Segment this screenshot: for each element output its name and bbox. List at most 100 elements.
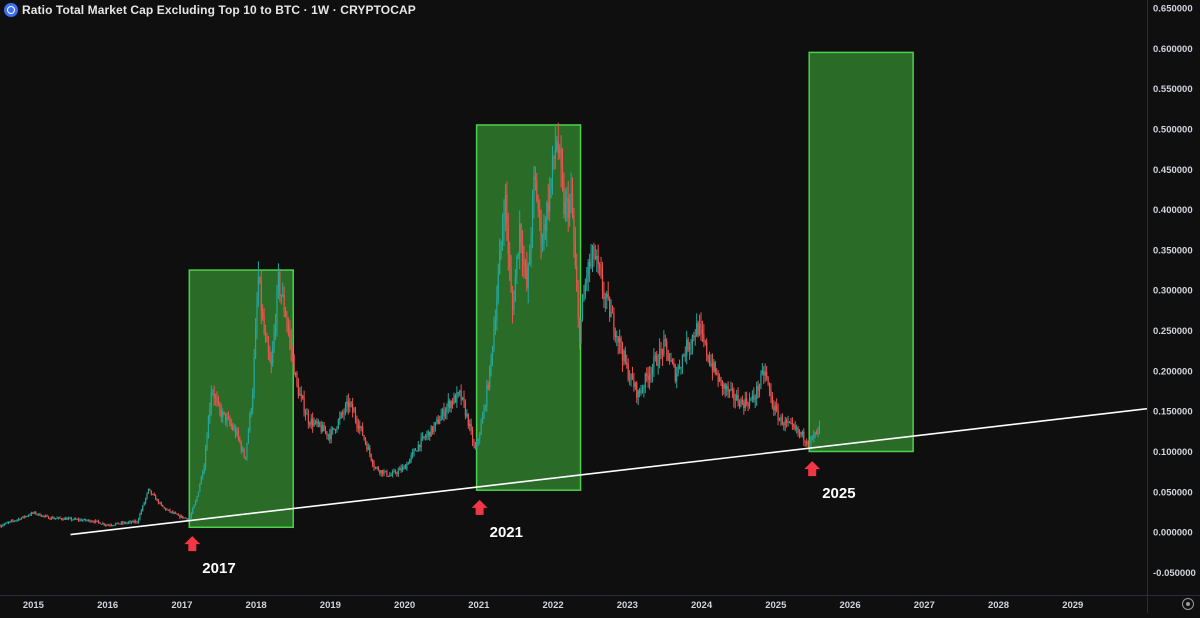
candle-body <box>207 417 210 439</box>
candle-body <box>457 392 459 394</box>
candle-body <box>494 321 497 330</box>
candle-body <box>690 344 692 347</box>
candle-body <box>373 464 375 468</box>
candle-body <box>794 426 796 430</box>
candle-body <box>260 282 262 312</box>
candle-body <box>781 417 783 425</box>
candle-body <box>630 373 632 380</box>
candle-body <box>550 178 552 189</box>
candle-body <box>93 521 95 523</box>
candle-body <box>439 420 441 424</box>
y-tick-label: 0.300000 <box>1153 286 1193 297</box>
candle-body <box>329 434 331 440</box>
x-tick-label: 2015 <box>23 600 45 611</box>
candle-body <box>39 513 41 516</box>
candle-body <box>707 355 709 360</box>
annotation-label: 2025 <box>822 485 855 502</box>
candle-body <box>26 516 28 518</box>
candle-body <box>200 476 202 485</box>
candle-body <box>15 520 17 522</box>
candle-body <box>13 520 15 522</box>
candle-body <box>320 426 322 432</box>
candle-body <box>165 508 167 510</box>
candle-body <box>559 149 561 154</box>
candle-body <box>481 417 484 424</box>
candle-body <box>5 522 7 525</box>
candle-body <box>332 428 334 431</box>
candle-body <box>276 289 278 326</box>
candle-body <box>115 523 117 525</box>
candle-body <box>510 267 512 292</box>
candle-body <box>569 200 571 218</box>
candle-body <box>499 250 501 275</box>
candle-body <box>119 523 121 525</box>
candle-body <box>389 475 391 477</box>
candle-body <box>658 348 661 365</box>
candle-body <box>62 519 64 521</box>
candle-body <box>213 393 215 399</box>
candle-body <box>324 431 327 433</box>
candle-body <box>304 412 307 415</box>
candle-body <box>59 517 61 519</box>
candle-body <box>687 339 689 350</box>
candle-body <box>747 403 749 406</box>
candle-body <box>701 328 704 334</box>
candle-body <box>280 295 282 297</box>
chart-settings-icon[interactable] <box>1182 598 1194 610</box>
candle-body <box>270 361 272 365</box>
annotation-2025: 2025 <box>804 461 856 502</box>
candle-body <box>764 371 766 376</box>
candle-body <box>314 420 317 423</box>
candle-body <box>770 389 772 397</box>
candle-body <box>363 435 365 439</box>
candle-body <box>609 298 611 318</box>
candle-body <box>264 333 267 337</box>
candle-body <box>758 385 761 391</box>
candle-body <box>110 525 112 527</box>
candle-body <box>274 325 277 332</box>
candle-body <box>586 276 588 283</box>
candle-body <box>616 336 618 338</box>
candle-body <box>447 400 449 407</box>
candle-body <box>676 373 678 381</box>
candle-body <box>29 514 31 516</box>
candle-body <box>610 311 612 318</box>
candle-body <box>777 409 779 421</box>
candle-body <box>521 245 524 262</box>
candle-body <box>413 449 415 453</box>
candle-body <box>2 525 4 527</box>
candle-body <box>67 518 70 520</box>
candle-body <box>731 388 734 391</box>
chart-title-bar[interactable]: Ratio Total Market Cap Excluding Top 10 … <box>4 2 416 18</box>
candle-body <box>19 518 21 520</box>
candle-body <box>226 416 228 422</box>
candle-body <box>189 517 191 520</box>
y-tick-label: 0.550000 <box>1153 84 1193 95</box>
candle-body <box>163 507 165 509</box>
candle-body <box>394 471 397 474</box>
candle-body <box>73 518 75 520</box>
candle-body <box>574 241 576 266</box>
candle-body <box>279 272 281 296</box>
candle-body <box>52 517 54 519</box>
y-tick-label: 0.150000 <box>1153 407 1193 418</box>
candle-body <box>587 262 589 277</box>
candle-body <box>754 398 756 400</box>
candle-body <box>577 291 579 320</box>
candle-body <box>336 427 338 431</box>
candle-body <box>469 423 471 426</box>
candle-body <box>557 141 559 154</box>
candle-body <box>86 520 88 522</box>
candle-body <box>706 342 708 356</box>
y-tick-label: 0.200000 <box>1153 366 1193 377</box>
candle-body <box>684 355 686 357</box>
support-trendline[interactable] <box>70 407 1148 536</box>
candle-body <box>236 430 238 435</box>
candle-body <box>247 430 250 444</box>
candle-body <box>646 373 648 377</box>
candle-body <box>686 339 688 356</box>
x-tick-label: 2029 <box>1062 600 1083 611</box>
candle-body <box>421 436 424 438</box>
candle-body <box>584 282 586 295</box>
